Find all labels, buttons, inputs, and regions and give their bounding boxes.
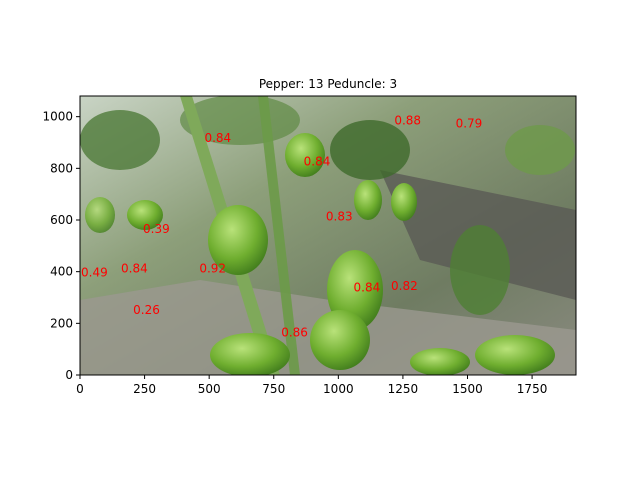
detection-score-label: 0.86 bbox=[281, 326, 308, 340]
y-axis: 0 200 400 600 800 1000 bbox=[42, 110, 80, 382]
photo bbox=[80, 96, 576, 375]
x-tick-label: 1250 bbox=[388, 382, 419, 396]
y-tick-label: 600 bbox=[50, 213, 73, 227]
detection-score-label: 0.83 bbox=[326, 209, 353, 223]
x-tick-label: 500 bbox=[198, 382, 221, 396]
detection-score-label: 0.84 bbox=[304, 154, 331, 168]
x-tick-label: 1750 bbox=[517, 382, 548, 396]
detection-score-label: 0.26 bbox=[133, 303, 160, 317]
detection-score-label: 0.49 bbox=[81, 265, 108, 279]
x-tick-label: 0 bbox=[76, 382, 84, 396]
x-tick-label: 250 bbox=[133, 382, 156, 396]
x-tick-label: 750 bbox=[262, 382, 285, 396]
detection-score-label: 0.79 bbox=[456, 116, 483, 130]
y-tick-label: 800 bbox=[50, 161, 73, 175]
detection-score-label: 0.88 bbox=[394, 114, 421, 128]
detection-overlay: 0.86 0.26 0.84 0.82 0.49 0.84 0.92 0.39 0.83 0.84… bbox=[81, 114, 482, 340]
detection-score-label: 0.92 bbox=[199, 261, 226, 275]
y-tick-label: 400 bbox=[50, 265, 73, 279]
detection-score-label: 0.39 bbox=[143, 222, 170, 236]
x-tick-label: 1500 bbox=[452, 382, 483, 396]
detection-score-label: 0.84 bbox=[121, 261, 148, 275]
x-axis: 0 250 500 750 1000 1250 1500 1750 bbox=[76, 375, 547, 396]
y-tick-label: 1000 bbox=[42, 110, 73, 124]
y-tick-label: 200 bbox=[50, 316, 73, 330]
x-tick-label: 1000 bbox=[323, 382, 354, 396]
axes-frame bbox=[79, 95, 577, 376]
chart-title: Pepper: 13 Peduncle: 3 bbox=[259, 77, 397, 91]
y-tick-label: 0 bbox=[65, 368, 73, 382]
detection-score-label: 0.82 bbox=[391, 279, 418, 293]
detection-score-label: 0.84 bbox=[354, 280, 381, 294]
detection-score-label: 0.84 bbox=[204, 131, 231, 145]
